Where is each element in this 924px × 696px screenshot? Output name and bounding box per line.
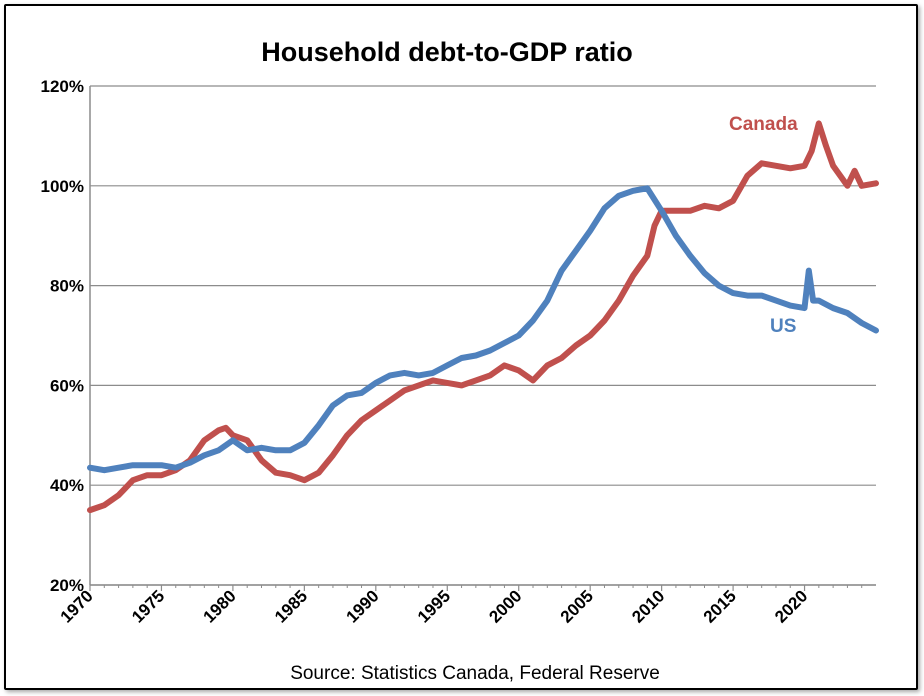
x-tick-label: 1975 [128,586,168,626]
source-note: Source: Statistics Canada, Federal Reser… [290,663,660,684]
x-tick-label: 1985 [271,586,311,626]
x-tick-label: 1995 [414,586,454,626]
y-axis-ticks: 20% 40% 60% 80% 100% 120% [41,77,84,595]
y-tick-label: 100% [41,177,84,196]
x-tick-label: 1990 [342,586,382,626]
x-tick-label: 2015 [700,586,740,626]
x-tick-label: 2010 [628,586,668,626]
y-tick-label: 60% [50,376,84,395]
chart-frame [4,4,918,690]
x-tick-label: 2020 [771,586,811,626]
y-tick-label: 120% [41,77,84,96]
x-axis-ticks: 1970 1975 1980 1985 1990 1995 2000 2005 2010 2015… [57,585,863,627]
y-tick-label: 20% [50,576,84,595]
series-line-us [87,185,879,474]
y-tick-label: 40% [50,476,84,495]
series-label-us: US [770,316,796,337]
series-lines [87,120,879,514]
gridlines [89,85,876,586]
x-tick-label: 1980 [200,586,240,626]
series-line-canada [87,120,879,514]
y-tick-label: 80% [50,277,84,296]
chart-title: Household debt-to-GDP ratio [261,37,633,67]
x-tick-label: 2005 [557,586,597,626]
x-tick-label: 2000 [485,586,525,626]
series-label-canada: Canada [729,114,798,135]
